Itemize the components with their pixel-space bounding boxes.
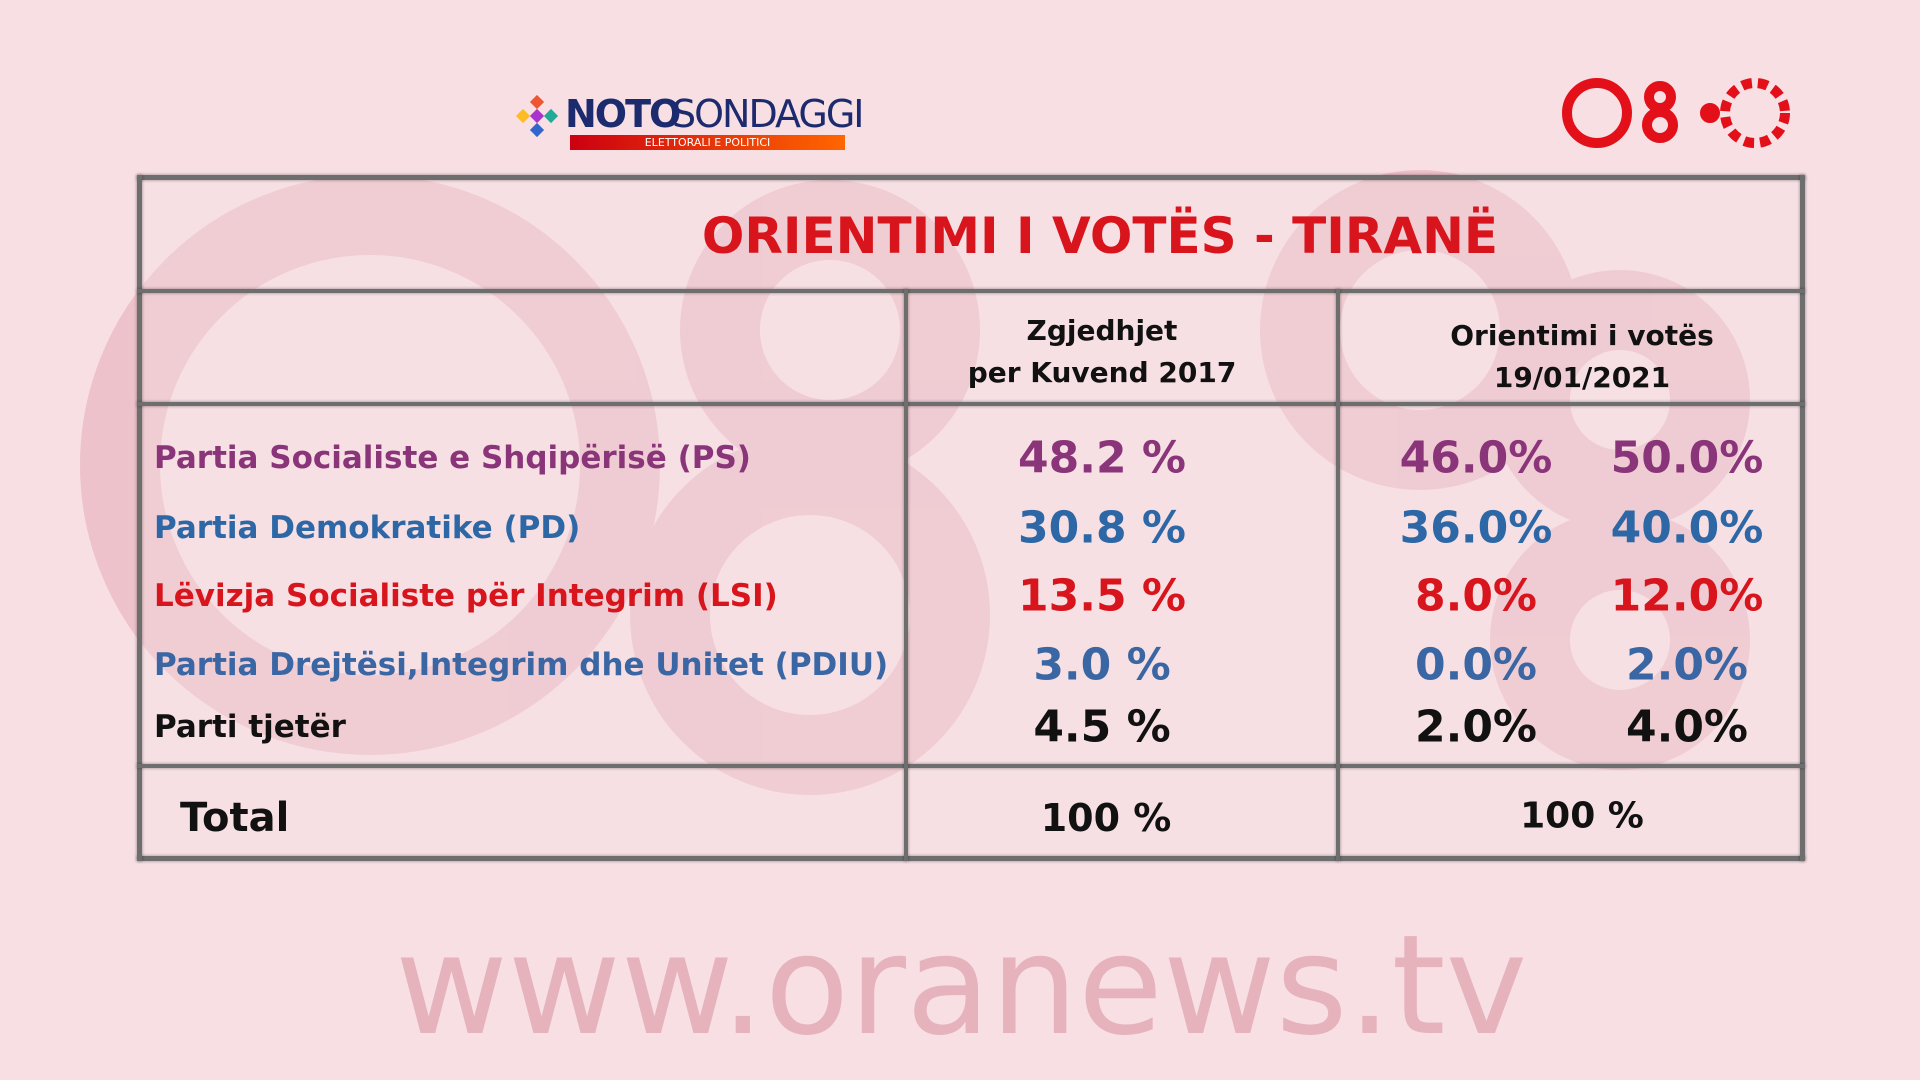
poll-low: 0.0% (1414, 639, 1538, 691)
column-header: Orientimi i votës 19/01/2021 (1450, 315, 1714, 399)
logo-tagline: ELETTORALI E POLITICI (570, 135, 845, 150)
poll-high: 4.0% (1625, 701, 1749, 753)
poll-high: 2.0% (1625, 639, 1749, 691)
total-label: Total (180, 795, 290, 841)
column-header: Zgjedhjet per Kuvend 2017 (968, 310, 1237, 394)
table-title: ORIENTIMI I VOTËS - TIRANË (701, 207, 1499, 265)
party-name: Partia Drejtësi,Integrim dhe Unitet (PDI… (154, 647, 889, 683)
logo-sondaggi: SONDAGGI (672, 92, 864, 136)
result-2017: 48.2 % (1018, 432, 1186, 484)
ora-logo (1562, 78, 1790, 148)
header-line: 19/01/2021 (1493, 361, 1671, 394)
table-border (137, 175, 142, 861)
result-2017: 30.8 % (1018, 502, 1186, 554)
result-2017: 4.5 % (1033, 701, 1171, 753)
poll-high: 50.0% (1610, 432, 1764, 484)
party-name: Partia Socialiste e Shqipërisë (PS) (154, 440, 751, 476)
party-name: Partia Demokratike (PD) (154, 510, 581, 546)
poll-high: 12.0% (1610, 570, 1764, 622)
total-2017: 100 % (1040, 796, 1172, 840)
table-border (904, 289, 908, 861)
party-name: Parti tjetër (154, 709, 346, 745)
table-border (1800, 175, 1805, 861)
table-border (137, 402, 1805, 406)
poll-low: 8.0% (1414, 570, 1538, 622)
party-name: Lëvizja Socialiste për Integrim (LSI) (154, 578, 778, 614)
watermark: www.oranews.tv (395, 905, 1528, 1066)
poll-high: 40.0% (1610, 502, 1764, 554)
result-2017: 3.0 % (1033, 639, 1171, 691)
header-line: per Kuvend 2017 (967, 356, 1237, 389)
logo-icon (515, 95, 559, 138)
header-line: Zgjedhjet (1026, 314, 1178, 347)
table-border (137, 289, 1805, 293)
poll-low: 46.0% (1399, 432, 1553, 484)
result-2017: 13.5 % (1018, 570, 1186, 622)
header-line: Orientimi i votës (1450, 319, 1714, 352)
table-border (137, 856, 1805, 861)
total-poll: 100 % (1520, 795, 1644, 837)
poll-low: 36.0% (1399, 502, 1553, 554)
table-border (137, 764, 1805, 768)
table-border (1336, 289, 1340, 861)
poll-low: 2.0% (1414, 701, 1538, 753)
table-border (137, 175, 1805, 180)
logo-noto: NOTO (565, 92, 681, 136)
